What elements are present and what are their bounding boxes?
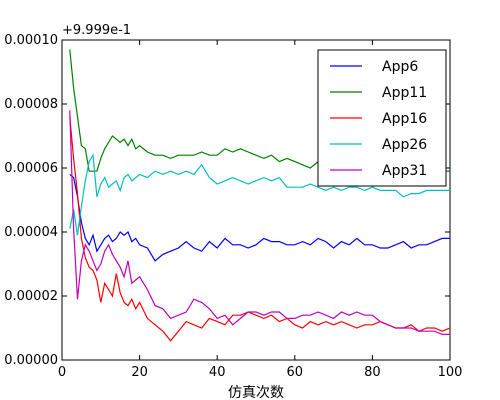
x-axis: 0 20 40 60 80 100	[58, 40, 463, 380]
series-line-app26	[69, 153, 450, 236]
legend-label-app6: App6	[382, 59, 418, 75]
legend-label-app16: App16	[382, 111, 427, 127]
legend: App6 App11 App16 App26 App31	[317, 49, 447, 187]
legend-items: App6 App11 App16 App26 App31	[330, 59, 427, 179]
x-tick-label: 20	[131, 365, 148, 380]
x-tick-label: 60	[287, 365, 304, 380]
x-tick-label: 40	[209, 365, 226, 380]
x-tick-label: 80	[364, 365, 381, 380]
series-line-app31	[69, 110, 450, 335]
y-tick-label: 0.00008	[4, 97, 58, 112]
legend-label-app11: App11	[382, 85, 427, 101]
y-tick-label: 0.00006	[4, 161, 58, 176]
legend-label-app31: App31	[382, 163, 427, 179]
y-axis: 0.00000 0.00002 0.00004 0.00006 0.00008 0.000…	[4, 33, 450, 368]
series-line-app6	[69, 173, 450, 262]
y-offset-label: +9.999e-1	[62, 23, 131, 38]
legend-label-app26: App26	[382, 137, 427, 153]
x-tick-label: 100	[438, 365, 463, 380]
x-tick-label: 0	[58, 365, 66, 380]
y-tick-label: 0.00004	[4, 225, 58, 240]
x-axis-title: 仿真次数	[228, 385, 284, 400]
series-line-app16	[69, 116, 451, 342]
y-tick-label: 0.00010	[4, 33, 58, 48]
y-tick-label: 0.00002	[4, 289, 58, 304]
y-tick-label: 0.00000	[4, 353, 58, 368]
